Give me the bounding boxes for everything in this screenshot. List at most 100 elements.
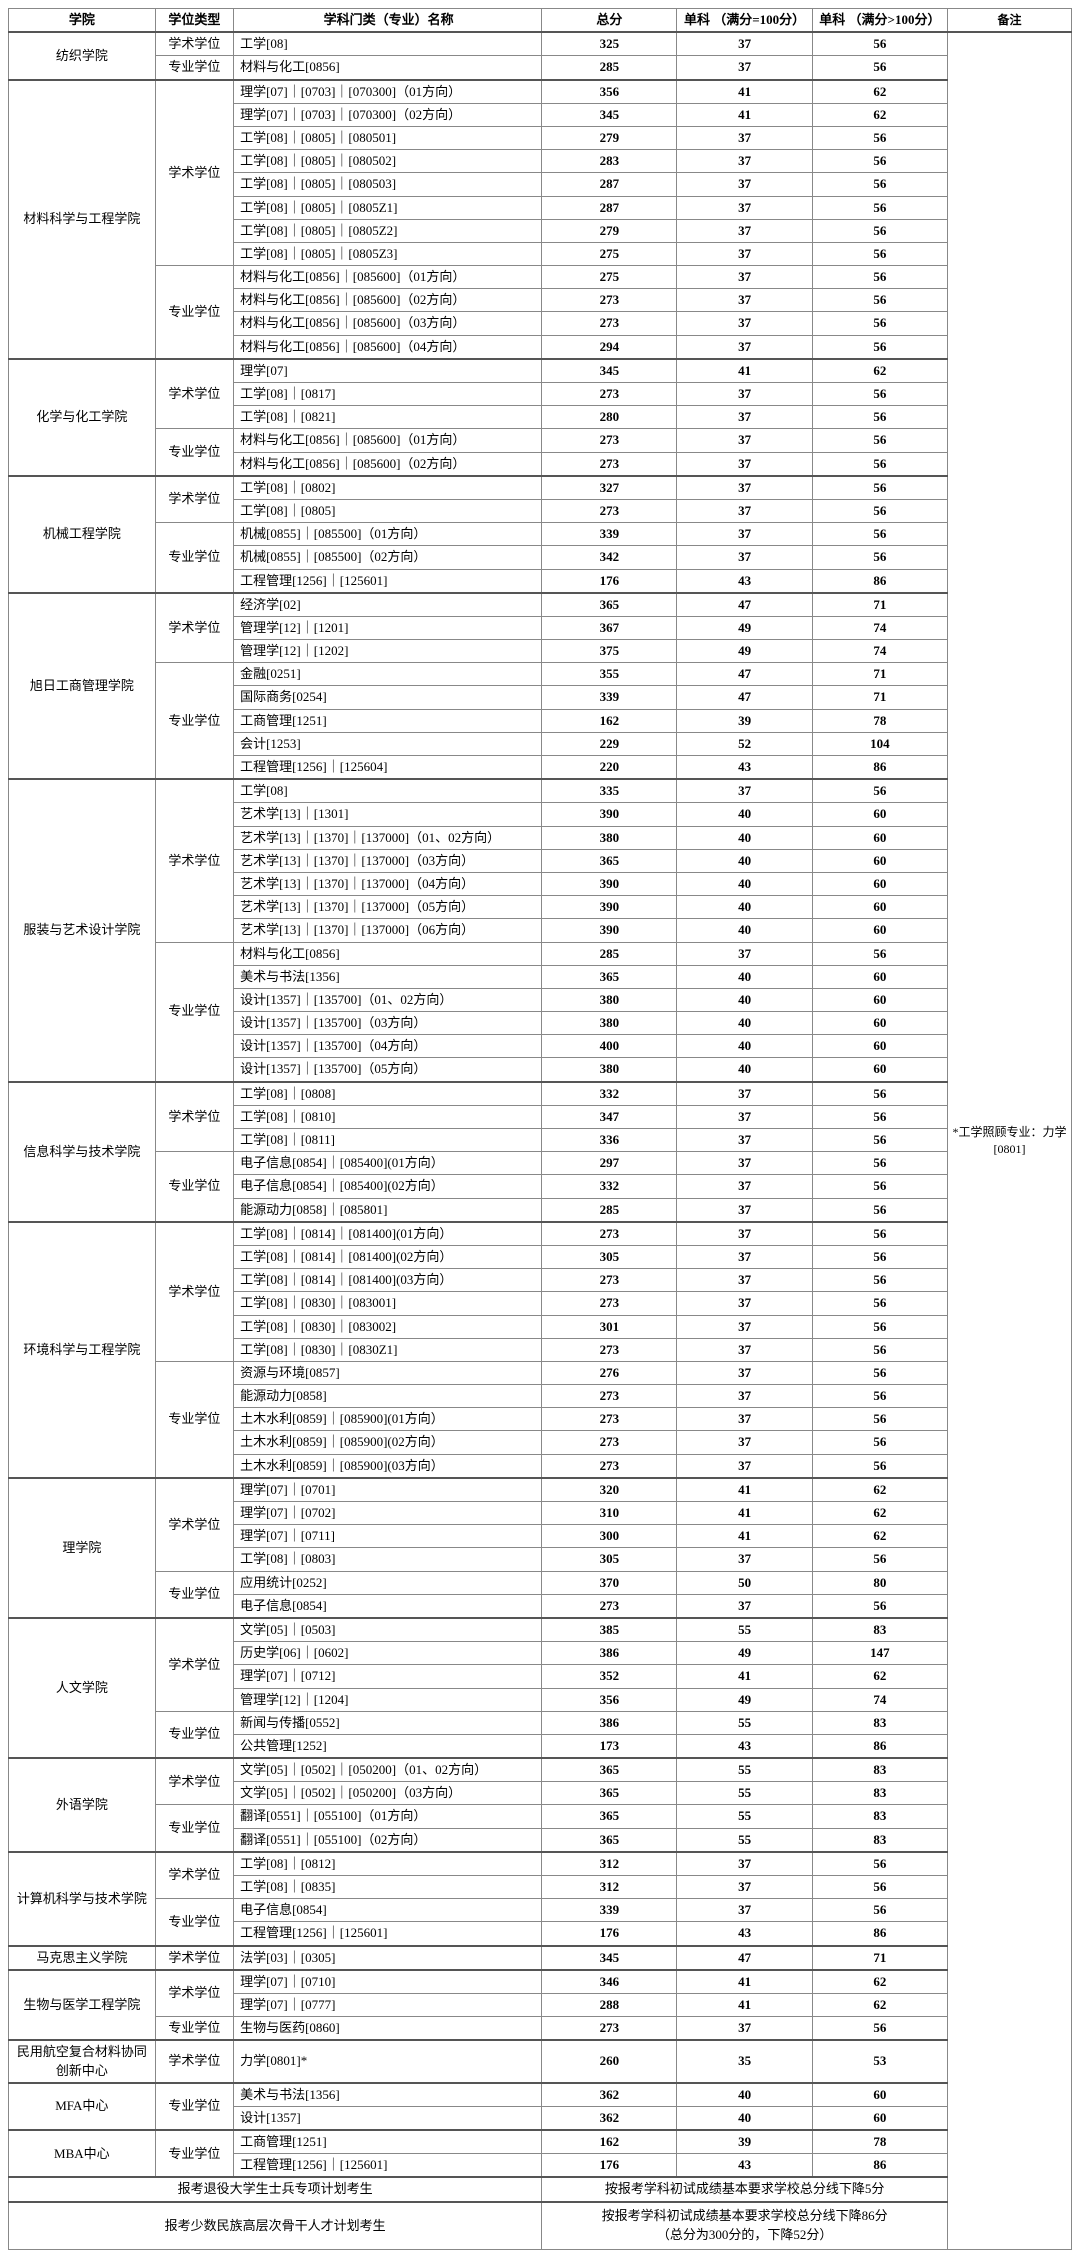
sub2-cell: 56 (812, 1222, 947, 1246)
sub2-cell: 71 (812, 1946, 947, 1970)
sub1-cell: 37 (677, 523, 812, 546)
sub2-cell: 56 (812, 266, 947, 289)
table-row: 服装与艺术设计学院学术学位工学[08]3353756 (9, 779, 1072, 803)
sub2-cell: 62 (812, 359, 947, 383)
sub1-cell: 37 (677, 219, 812, 242)
sub2-cell: 56 (812, 942, 947, 965)
sub2-cell: 56 (812, 546, 947, 569)
major-cell: 土木水利[0859]｜[085900](02方向） (234, 1431, 542, 1454)
total-cell: 336 (542, 1129, 677, 1152)
sub2-cell: 60 (812, 1012, 947, 1035)
table-row: 计算机科学与技术学院学术学位工学[08]｜[0812]3123756 (9, 1852, 1072, 1876)
sub2-cell: 60 (812, 896, 947, 919)
major-cell: 艺术学[13]｜[1370]｜[137000]（04方向） (234, 872, 542, 895)
sub2-cell: 62 (812, 1970, 947, 1994)
degree-cell: 专业学位 (155, 1571, 233, 1618)
sub2-cell: 83 (812, 1758, 947, 1782)
sub1-cell: 37 (677, 312, 812, 335)
sub1-cell: 37 (677, 1105, 812, 1128)
table-row: 马克思主义学院学术学位法学[03]｜[0305]3454771 (9, 1946, 1072, 1970)
degree-cell: 专业学位 (155, 663, 233, 779)
total-cell: 375 (542, 640, 677, 663)
total-cell: 365 (542, 849, 677, 872)
major-cell: 生物与医药[0860] (234, 2017, 542, 2041)
sub1-cell: 37 (677, 1454, 812, 1478)
sub1-cell: 37 (677, 779, 812, 803)
sub2-cell: 86 (812, 1922, 947, 1946)
major-cell: 工学[08]｜[0803] (234, 1548, 542, 1571)
sub2-cell: 56 (812, 312, 947, 335)
total-cell: 273 (542, 1222, 677, 1246)
college-cell: 旭日工商管理学院 (9, 593, 156, 780)
sub1-cell: 37 (677, 1152, 812, 1175)
major-cell: 文学[05]｜[0502]｜[050200]（03方向） (234, 1782, 542, 1805)
sub2-cell: 78 (812, 709, 947, 732)
total-cell: 362 (542, 2083, 677, 2107)
sub1-cell: 47 (677, 663, 812, 686)
major-cell: 公共管理[1252] (234, 1734, 542, 1758)
total-cell: 285 (542, 56, 677, 80)
major-cell: 理学[07]｜[0703]｜[070300]（02方向） (234, 103, 542, 126)
sub1-cell: 37 (677, 546, 812, 569)
total-cell: 279 (542, 126, 677, 149)
major-cell: 设计[1357] (234, 2106, 542, 2130)
sub1-cell: 37 (677, 32, 812, 56)
total-cell: 362 (542, 2106, 677, 2130)
total-cell: 273 (542, 2017, 677, 2041)
major-cell: 土木水利[0859]｜[085900](03方向） (234, 1454, 542, 1478)
major-cell: 工学[08]｜[0812] (234, 1852, 542, 1876)
total-cell: 400 (542, 1035, 677, 1058)
sub2-cell: 104 (812, 732, 947, 755)
sub2-cell: 56 (812, 56, 947, 80)
sub2-cell: 83 (812, 1805, 947, 1828)
table-row: 纺织学院学术学位工学[08]3253756*工学照顾专业：力学[0801] (9, 32, 1072, 56)
major-cell: 工学[08]｜[0805]｜[0805Z3] (234, 242, 542, 265)
major-cell: 国际商务[0254] (234, 686, 542, 709)
sub2-cell: 56 (812, 335, 947, 359)
sub1-cell: 37 (677, 383, 812, 406)
total-cell: 287 (542, 173, 677, 196)
degree-cell: 专业学位 (155, 1152, 233, 1222)
sub2-cell: 56 (812, 1594, 947, 1618)
th-remark: 备注 (948, 9, 1072, 33)
major-cell: 工程管理[1256]｜[125604] (234, 756, 542, 780)
sub2-cell: 53 (812, 2040, 947, 2082)
note-label: 报考退役大学生士兵专项计划考生 (9, 2177, 542, 2201)
sub1-cell: 39 (677, 2130, 812, 2154)
major-cell: 能源动力[0858] (234, 1385, 542, 1408)
degree-cell: 学术学位 (155, 1478, 233, 1571)
major-cell: 工学[08]｜[0814]｜[081400](03方向） (234, 1269, 542, 1292)
college-cell: 服装与艺术设计学院 (9, 779, 156, 1081)
sub2-cell: 56 (812, 499, 947, 522)
major-cell: 材料与化工[0856] (234, 56, 542, 80)
sub2-cell: 56 (812, 1245, 947, 1268)
degree-cell: 学术学位 (155, 1758, 233, 1805)
table-row: MBA中心专业学位工商管理[1251]1623978 (9, 2130, 1072, 2154)
degree-cell: 学术学位 (155, 593, 233, 663)
major-cell: 土木水利[0859]｜[085900](01方向） (234, 1408, 542, 1431)
total-cell: 301 (542, 1315, 677, 1338)
degree-cell: 专业学位 (155, 2130, 233, 2177)
major-cell: 工学[08]｜[0830]｜[0830Z1] (234, 1338, 542, 1361)
major-cell: 材料与化工[0856]｜[085600]（04方向） (234, 335, 542, 359)
degree-cell: 学术学位 (155, 80, 233, 266)
sub1-cell: 37 (677, 1269, 812, 1292)
major-cell: 管理学[12]｜[1201] (234, 616, 542, 639)
sub2-cell: 56 (812, 1454, 947, 1478)
sub2-cell: 56 (812, 779, 947, 803)
sub1-cell: 37 (677, 1408, 812, 1431)
sub1-cell: 37 (677, 1852, 812, 1876)
total-cell: 283 (542, 150, 677, 173)
sub2-cell: 56 (812, 126, 947, 149)
sub2-cell: 56 (812, 196, 947, 219)
sub1-cell: 40 (677, 803, 812, 826)
sub1-cell: 37 (677, 242, 812, 265)
major-cell: 应用统计[0252] (234, 1571, 542, 1594)
sub2-cell: 56 (812, 219, 947, 242)
sub1-cell: 37 (677, 289, 812, 312)
degree-cell: 专业学位 (155, 2017, 233, 2041)
table-row: 专业学位材料与化工[0856]2853756 (9, 56, 1072, 80)
degree-cell: 学术学位 (155, 779, 233, 942)
major-cell: 工程管理[1256]｜[125601] (234, 569, 542, 593)
sub1-cell: 37 (677, 1245, 812, 1268)
